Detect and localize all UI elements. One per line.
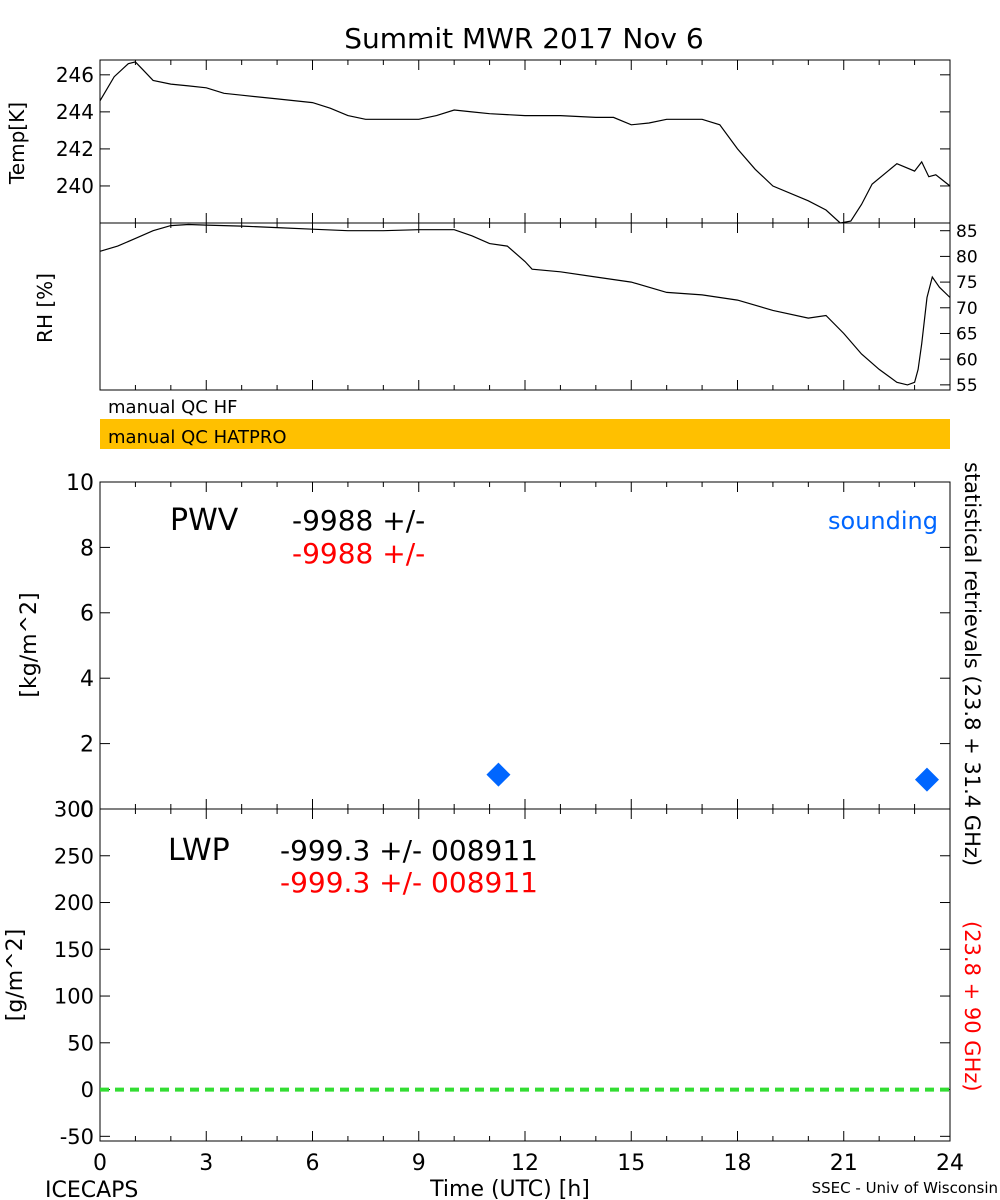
pwv-value-black: -9988 +/- [292, 504, 425, 537]
temp-series-line [99, 61, 951, 224]
lwp-y-ticks: -50 0 50 100 150 200 250 300 [54, 798, 951, 1149]
y-tick-label: 250 [54, 844, 94, 868]
y-tick-label: 85 [956, 222, 978, 242]
y-tick-label: 2 [80, 733, 94, 758]
x-tick-label: 24 [936, 1151, 964, 1176]
y-tick-label: 150 [54, 938, 94, 962]
y-tick-label: 6 [80, 602, 94, 627]
right-label-statistical: statistical retrievals (23.8 + 31.4 GHz) [960, 462, 984, 866]
temp-plot-frame [99, 59, 951, 224]
y-tick-label: -50 [60, 1125, 94, 1149]
y-tick-label: 60 [956, 350, 978, 370]
y-tick-label: 70 [956, 299, 978, 319]
y-tick-label: 75 [956, 273, 978, 293]
temp-y-ticks: 240 242 244 246 [56, 60, 951, 223]
y-tick-label: 65 [956, 325, 978, 345]
pwv-label: PWV [170, 503, 239, 538]
x-tick-label: 6 [306, 1151, 320, 1176]
y-tick-label: 200 [54, 891, 94, 915]
y-tick-label: 55 [956, 376, 978, 396]
pwv-sounding-points [486, 762, 939, 792]
lwp-value-red: -999.3 +/- 008911 [280, 866, 538, 899]
temp-y-axis-label: Temp[K] [5, 102, 29, 185]
y-tick-label: 300 [54, 798, 94, 822]
pwv-y-ticks: 0 2 4 6 8 10 [66, 471, 951, 823]
y-tick-label: 0 [80, 798, 94, 823]
x-tick-label: 15 [617, 1151, 645, 1176]
qc-bars: manual QC HF manual QC HATPRO [100, 397, 950, 449]
x-tick-label: 21 [830, 1151, 858, 1176]
rh-y-ticks: 55 60 65 70 75 80 85 [99, 222, 978, 396]
temp-panel: 240 242 244 246 Temp[K] [5, 59, 951, 224]
sounding-legend: sounding [828, 507, 938, 535]
y-tick-label: 0 [81, 1078, 94, 1102]
x-axis-ticks: 0 3 6 9 12 15 18 21 24 [93, 1151, 964, 1176]
x-tick-label: 3 [199, 1151, 213, 1176]
y-tick-label: 10 [66, 471, 94, 496]
rh-y-axis-label: RH [%] [33, 273, 57, 343]
lwp-y-axis-label: [g/m^2] [3, 929, 28, 1021]
y-tick-label: 50 [67, 1031, 94, 1055]
lwp-value-black: -999.3 +/- 008911 [280, 834, 538, 867]
y-tick-label: 242 [56, 137, 94, 161]
sounding-point [486, 762, 511, 787]
qc-hf-label: manual QC HF [108, 397, 237, 418]
y-tick-label: 244 [56, 100, 94, 124]
x-tick-label: 18 [724, 1151, 752, 1176]
pwv-value-red: -9988 +/- [292, 537, 425, 570]
y-tick-label: 4 [80, 667, 94, 692]
footer-left: ICECAPS [45, 1178, 138, 1200]
right-label-alternate: (23.8 + 90 GHz) [960, 921, 984, 1092]
x-tick-label: 12 [511, 1151, 539, 1176]
y-tick-label: 100 [54, 985, 94, 1009]
qc-hatpro-label: manual QC HATPRO [108, 427, 287, 448]
rh-plot-frame [99, 222, 951, 391]
rh-panel: 55 60 65 70 75 80 85 RH [%] [33, 222, 978, 396]
y-tick-label: 246 [56, 63, 94, 87]
x-tick-label: 0 [93, 1151, 107, 1176]
chart-title: Summit MWR 2017 Nov 6 [344, 22, 703, 55]
pwv-panel: 0 2 4 6 8 10 [kg/m^2] PWV -9988 +/- -9988 +/-… [17, 471, 951, 823]
x-axis-label: Time (UTC) [h] [429, 1177, 590, 1200]
sounding-point [914, 767, 939, 792]
pwv-y-axis-label: [kg/m^2] [17, 592, 42, 697]
y-tick-label: 240 [56, 174, 94, 198]
footer-right: SSEC - Univ of Wisconsin [812, 1179, 998, 1197]
qc-hatpro-bar [100, 419, 950, 449]
rh-series-line [99, 223, 951, 386]
y-tick-label: 8 [80, 536, 94, 561]
y-tick-label: 80 [956, 248, 978, 268]
lwp-label: LWP [168, 833, 230, 868]
x-tick-label: 9 [412, 1151, 426, 1176]
